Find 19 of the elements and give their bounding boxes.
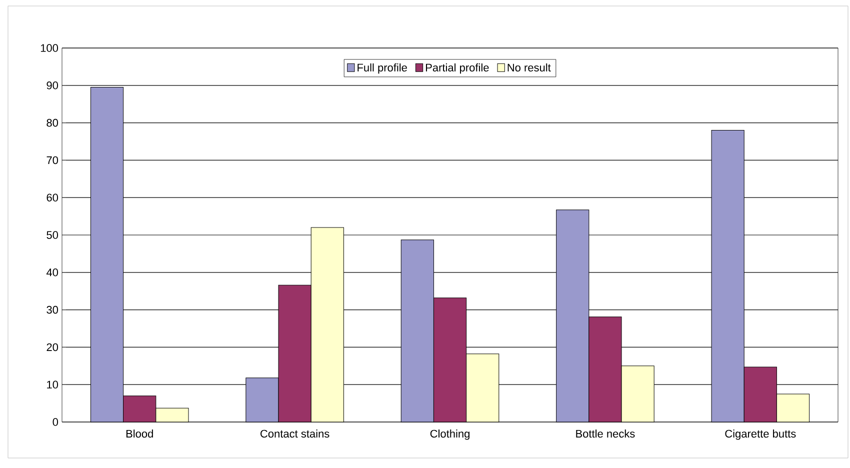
y-tick-label: 50 bbox=[46, 231, 58, 239]
x-tick-label: Contact stains bbox=[260, 430, 330, 438]
y-tick-label: 90 bbox=[46, 82, 58, 90]
legend-label: No result bbox=[508, 63, 551, 72]
x-tick-label: Clothing bbox=[430, 430, 470, 440]
y-tick-label: 70 bbox=[46, 156, 58, 164]
y-tick-label: 10 bbox=[47, 380, 58, 388]
legend-label: Partial profile bbox=[426, 63, 489, 74]
x-tick-label: Blood bbox=[126, 430, 153, 438]
y-tick-label: 20 bbox=[46, 343, 58, 352]
x-tick-label: Cigarette butts bbox=[725, 430, 796, 440]
y-tick-label: 100 bbox=[40, 44, 58, 52]
y-tick-label: 30 bbox=[46, 306, 58, 314]
y-tick-label: 80 bbox=[46, 118, 58, 127]
y-tick-label: 40 bbox=[46, 268, 58, 276]
x-tick-label: Bottle necks bbox=[576, 430, 635, 438]
legend-label: Full profile bbox=[358, 63, 407, 74]
y-tick-label: 0 bbox=[52, 418, 58, 426]
y-tick-label: 60 bbox=[46, 194, 58, 202]
